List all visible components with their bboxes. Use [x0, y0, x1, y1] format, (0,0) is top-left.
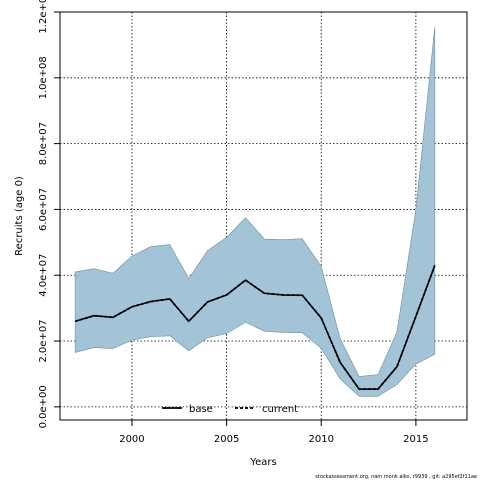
y-tick-label: 2.0e+07	[38, 319, 49, 362]
x-axis: 2000 2005 2010 2015	[119, 420, 429, 445]
legend-label-current: current	[262, 404, 298, 415]
y-axis: 0.0e+00 2.0e+07 4.0e+07 6.0e+07 8.0e+07 1.0e+…	[38, 0, 60, 428]
legend: base current	[162, 404, 298, 415]
y-tick-label: 8.0e+07	[38, 122, 49, 165]
plot-frame	[59, 11, 468, 421]
y-axis-title: Recruits (age 0)	[14, 176, 25, 256]
series-line-current	[74, 265, 436, 390]
x-axis-title: Years	[249, 457, 276, 468]
x-tick-label: 2010	[309, 434, 334, 445]
x-tick-label: 2015	[403, 434, 428, 445]
y-tick-label: 1.2e+08	[38, 0, 49, 34]
legend-label-base: base	[189, 404, 213, 415]
y-tick-label: 6.0e+07	[38, 188, 49, 231]
x-tick-label: 2005	[214, 434, 239, 445]
series-lines-layer	[74, 265, 436, 390]
confidence-band-layer	[74, 26, 436, 397]
y-tick-label: 4.0e+07	[38, 254, 49, 297]
y-tick-label: 1.0e+08	[38, 56, 49, 99]
footer-credit: stockassessment.org, nam monk alko, r993…	[315, 474, 477, 480]
confidence-band	[74, 26, 436, 397]
y-tick-label: 0.0e+00	[38, 385, 49, 428]
x-tick-label: 2000	[119, 434, 144, 445]
